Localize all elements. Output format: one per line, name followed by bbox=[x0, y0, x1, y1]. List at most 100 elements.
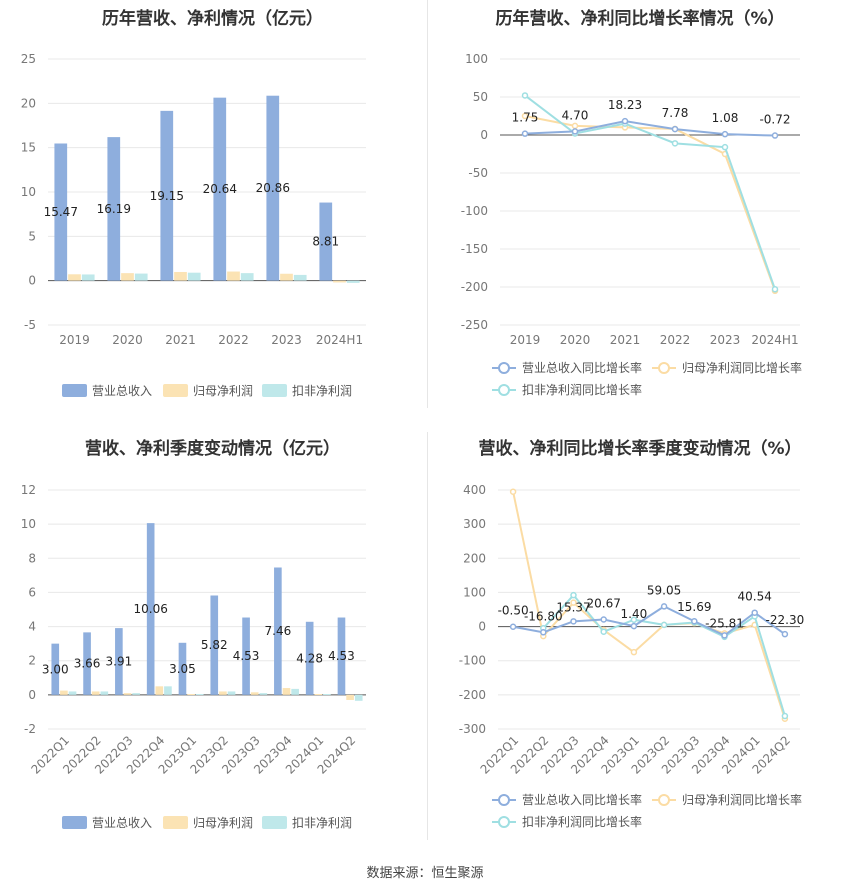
data-point bbox=[691, 617, 698, 625]
bar-deducted-profit bbox=[346, 280, 360, 283]
y-tick-label: 8 bbox=[28, 551, 36, 565]
data-point bbox=[660, 621, 668, 629]
bar-deducted-profit bbox=[195, 694, 204, 696]
bar-deducted-profit bbox=[100, 691, 109, 695]
bar-deducted-profit bbox=[291, 688, 299, 695]
line-data-label: 40.54 bbox=[738, 590, 772, 604]
legend-marker bbox=[498, 794, 510, 806]
chart-svg: -250 -200 -150 -100 -50 0 50 100 2019 2020 2021 202… bbox=[461, 52, 802, 397]
line-data-label: -22.30 bbox=[766, 613, 805, 627]
y-tick-label: -2 bbox=[24, 722, 36, 736]
chart-title: 营收、净利同比增长率季度变动情况（%） bbox=[478, 439, 802, 459]
data-point bbox=[570, 618, 577, 625]
y-tick-label: 10 bbox=[21, 185, 36, 199]
line-data-label: 20.67 bbox=[587, 597, 621, 611]
x-tick-label: 2019 bbox=[59, 333, 90, 347]
chart-title: 历年营收、净利同比增长率情况（%） bbox=[495, 9, 785, 29]
data-point bbox=[600, 616, 607, 623]
legend-swatch bbox=[62, 816, 87, 829]
line-data-label: 59.05 bbox=[647, 583, 681, 597]
chart-annual-growth-rate: 历年营收、净利同比增长率情况（%） -250 -200 -150 -100 -50 0 50… bbox=[430, 0, 850, 420]
bar-deducted-profit bbox=[164, 686, 172, 695]
bar-net-profit bbox=[121, 273, 134, 281]
bar-data-label: 10.06 bbox=[133, 602, 167, 616]
chart-title: 营收、净利季度变动情况（亿元） bbox=[85, 439, 340, 459]
x-tick-label: 2020 bbox=[560, 333, 591, 347]
legend-label: 营业总收入 bbox=[92, 384, 152, 398]
bar-data-label: 4.53 bbox=[328, 649, 355, 663]
bar-data-label: 19.15 bbox=[150, 189, 184, 203]
data-point bbox=[671, 125, 679, 133]
y-tick-label: -50 bbox=[468, 166, 488, 180]
x-tick-label: 2024H1 bbox=[316, 333, 363, 347]
chart-svg: -300-200-10001002003004002022Q12022Q2202… bbox=[459, 483, 805, 829]
y-tick-label: 0 bbox=[28, 274, 36, 288]
bar-data-label: 4.28 bbox=[296, 651, 323, 665]
y-tick-label: -200 bbox=[461, 280, 488, 294]
y-tick-label: -300 bbox=[459, 722, 486, 736]
bar-net-profit bbox=[227, 271, 240, 281]
y-tick-label: 25 bbox=[21, 52, 36, 66]
data-point bbox=[509, 623, 517, 630]
data-point bbox=[570, 599, 577, 606]
bar-deducted-profit bbox=[81, 274, 95, 281]
y-tick-label: 5 bbox=[28, 229, 36, 243]
chart-quarterly-growth-rate: 营收、净利同比增长率季度变动情况（%） -300 -200 -100 0 100 200 3… bbox=[430, 430, 850, 850]
x-tick-label: 2024H1 bbox=[751, 333, 798, 347]
vertical-divider-bottom bbox=[427, 432, 428, 840]
chart-svg: -5 0 5 10 15 20 25 2019 2020 2021 2022 2023 2024H1 15… bbox=[21, 52, 366, 398]
bar-revenue bbox=[178, 642, 187, 695]
bar-net-profit bbox=[219, 691, 227, 695]
data-point bbox=[751, 609, 758, 616]
legend-label: 营业总收入同比增长率 bbox=[522, 792, 642, 807]
series-line-deducted-profit bbox=[524, 94, 776, 290]
line-data-label: 18.23 bbox=[608, 98, 642, 112]
bar-net-profit bbox=[280, 273, 293, 281]
bar-net-profit bbox=[282, 688, 291, 695]
y-tick-label: 6 bbox=[28, 585, 36, 599]
data-point bbox=[630, 622, 638, 630]
line-data-label: 1.08 bbox=[712, 111, 739, 125]
y-tick-label: 400 bbox=[463, 483, 486, 497]
line-data-label: 15.69 bbox=[677, 600, 711, 614]
y-tick-label: 2 bbox=[28, 654, 36, 668]
x-tick-label: 2022 bbox=[218, 333, 249, 347]
bar-data-label: 3.05 bbox=[169, 662, 196, 676]
series-line-revenue bbox=[524, 120, 776, 137]
bar-net-profit bbox=[346, 694, 354, 700]
x-tick-label: 2021 bbox=[165, 333, 196, 347]
bar-revenue bbox=[213, 97, 227, 281]
chart-title: 历年营收、净利情况（亿元） bbox=[102, 9, 323, 29]
y-tick-label: -100 bbox=[461, 204, 488, 218]
legend-marker bbox=[498, 362, 510, 374]
y-tick-label: 20 bbox=[21, 96, 36, 110]
legend-label: 扣非净利润 bbox=[292, 384, 352, 398]
bar-net-profit bbox=[60, 690, 68, 695]
x-tick-label: 2020 bbox=[112, 333, 143, 347]
data-point bbox=[671, 140, 679, 147]
y-tick-label: 300 bbox=[463, 517, 486, 531]
bar-deducted-profit bbox=[293, 274, 307, 281]
y-tick-label: 0 bbox=[28, 688, 36, 702]
bar-data-label: 3.91 bbox=[106, 654, 133, 668]
y-tick-label: 4 bbox=[28, 620, 36, 634]
bar-net-profit bbox=[314, 694, 323, 696]
line-data-label: -25.81 bbox=[705, 616, 744, 630]
bar-data-label: 3.00 bbox=[42, 662, 69, 676]
data-point bbox=[721, 143, 729, 151]
legend-swatch bbox=[62, 384, 87, 397]
bar-revenue bbox=[242, 617, 250, 695]
legend-label: 营业总收入同比增长率 bbox=[522, 360, 642, 375]
y-tick-label: -250 bbox=[461, 318, 488, 332]
bar-data-label: 3.66 bbox=[74, 657, 101, 671]
line-data-label: 1.40 bbox=[621, 607, 648, 621]
data-point bbox=[509, 488, 517, 495]
legend-marker bbox=[498, 384, 510, 396]
bar-net-profit bbox=[155, 686, 164, 695]
legend-marker bbox=[658, 362, 670, 374]
legend-marker bbox=[658, 794, 670, 806]
bar-data-label: 7.46 bbox=[265, 624, 292, 638]
bar-data-label: 20.64 bbox=[203, 182, 237, 196]
legend-swatch bbox=[163, 384, 188, 397]
data-point bbox=[621, 117, 629, 125]
